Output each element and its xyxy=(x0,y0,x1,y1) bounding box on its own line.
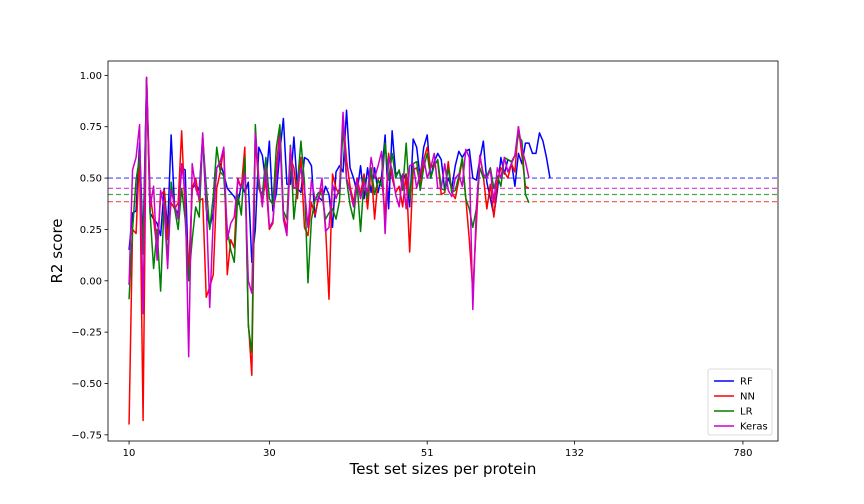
legend-label-rf: RF xyxy=(740,377,753,388)
legend-label-nn: NN xyxy=(740,392,755,403)
series-lines xyxy=(128,76,551,425)
plot-frame xyxy=(107,60,779,442)
y-tick-label: −0.25 xyxy=(71,328,102,339)
x-tick-label: 780 xyxy=(733,448,752,459)
y-tick-label: 1.00 xyxy=(80,71,102,82)
x-tick-label: 10 xyxy=(123,448,136,459)
x-tick-label: 51 xyxy=(421,448,434,459)
x-axis: 10 30 51 132 780 xyxy=(123,441,752,459)
legend: RF NN LR Keras xyxy=(707,368,773,436)
legend-label-keras: Keras xyxy=(740,422,768,433)
x-axis-title: Test set sizes per protein xyxy=(349,460,537,478)
legend-box xyxy=(707,368,773,436)
series-line-lr xyxy=(128,78,530,354)
y-tick-label: 0.25 xyxy=(80,225,102,236)
y-axis: −0.75 −0.50 −0.25 0.00 0.25 0.50 0.75 1.00 xyxy=(71,71,108,441)
series-line-keras xyxy=(128,76,530,358)
series-line-nn xyxy=(128,76,530,425)
y-tick-label: −0.50 xyxy=(71,379,102,390)
y-tick-label: 0.00 xyxy=(80,276,102,287)
y-tick-label: 0.50 xyxy=(80,174,102,185)
y-tick-label: 0.75 xyxy=(80,122,102,133)
x-tick-label: 30 xyxy=(263,448,276,459)
y-axis-title: R2 score xyxy=(48,218,66,283)
x-tick-label: 132 xyxy=(565,448,584,459)
legend-label-lr: LR xyxy=(740,407,753,418)
y-tick-label: −0.75 xyxy=(71,430,102,441)
